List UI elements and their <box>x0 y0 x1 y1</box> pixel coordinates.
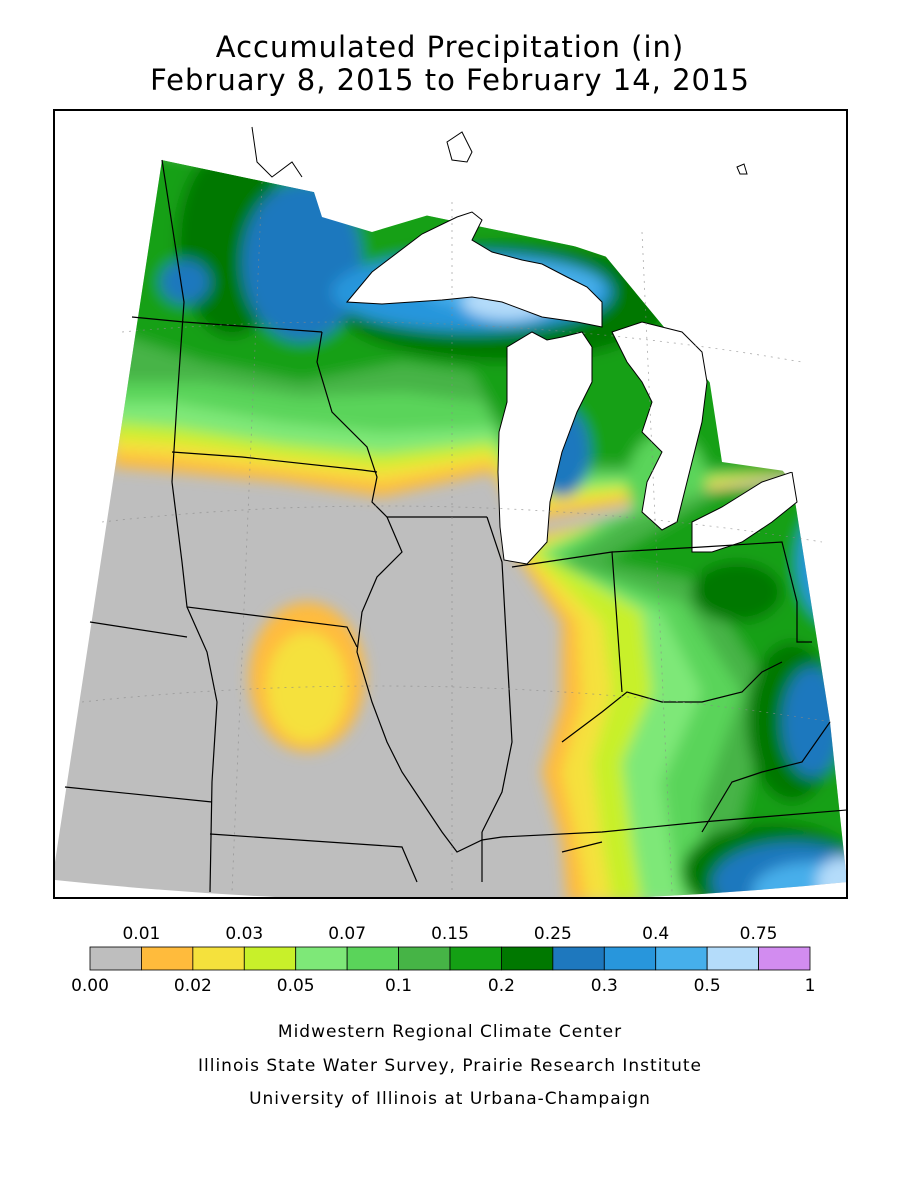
state-boundaries <box>64 159 846 893</box>
credit-line-2: Illinois State Water Survey, Prairie Res… <box>198 1056 702 1076</box>
legend-bottom-label: 0.5 <box>693 976 721 996</box>
legend-swatch-0 <box>89 946 142 971</box>
legend-swatch-2 <box>192 946 245 971</box>
legend-bottom-label: 0.3 <box>590 976 618 996</box>
legend-top-label: 0.15 <box>431 924 469 944</box>
legend-swatch-1 <box>141 946 194 971</box>
legend-bottom-label: 0.1 <box>385 976 413 996</box>
legend-swatch-9 <box>552 946 605 971</box>
legend-swatch-11 <box>655 946 708 971</box>
legend-swatch-8 <box>501 946 554 971</box>
map-title: Accumulated Precipitation (in) <box>215 30 685 64</box>
great-lakes <box>345 211 798 565</box>
legend-bottom-label: 1 <box>804 976 816 996</box>
legend-top-label: 0.07 <box>328 924 367 944</box>
legend-top-label: 0.75 <box>739 924 778 944</box>
legend-swatch-7 <box>449 946 502 971</box>
legend-bottom-label: 0.05 <box>276 976 315 996</box>
credit-line-1: Midwestern Regional Climate Center <box>277 1022 623 1042</box>
legend-top-label: 0.01 <box>122 924 161 944</box>
precipitation-map <box>53 109 848 899</box>
canada-area <box>55 111 846 472</box>
legend-top-label: 0.03 <box>225 924 264 944</box>
map-date-range: February 8, 2015 to February 14, 2015 <box>150 63 750 97</box>
legend-swatch-4 <box>295 946 348 971</box>
legend-top-label: 0.4 <box>642 924 670 944</box>
legend-swatch-10 <box>603 946 657 971</box>
legend-swatch-6 <box>398 946 451 971</box>
legend-swatch-5 <box>346 946 399 971</box>
legend-bottom-label: 0.2 <box>487 976 515 996</box>
graticule <box>81 181 833 893</box>
legend-swatch-12 <box>706 946 759 971</box>
legend-swatch-3 <box>243 946 297 971</box>
legend-swatch-13 <box>758 946 811 971</box>
legend-bottom-label: 0.00 <box>71 976 109 996</box>
legend-bottom-label: 0.02 <box>173 976 212 996</box>
legend-top-label: 0.25 <box>533 924 572 944</box>
credit-line-3: University of Illinois at Urbana-Champai… <box>249 1089 651 1109</box>
